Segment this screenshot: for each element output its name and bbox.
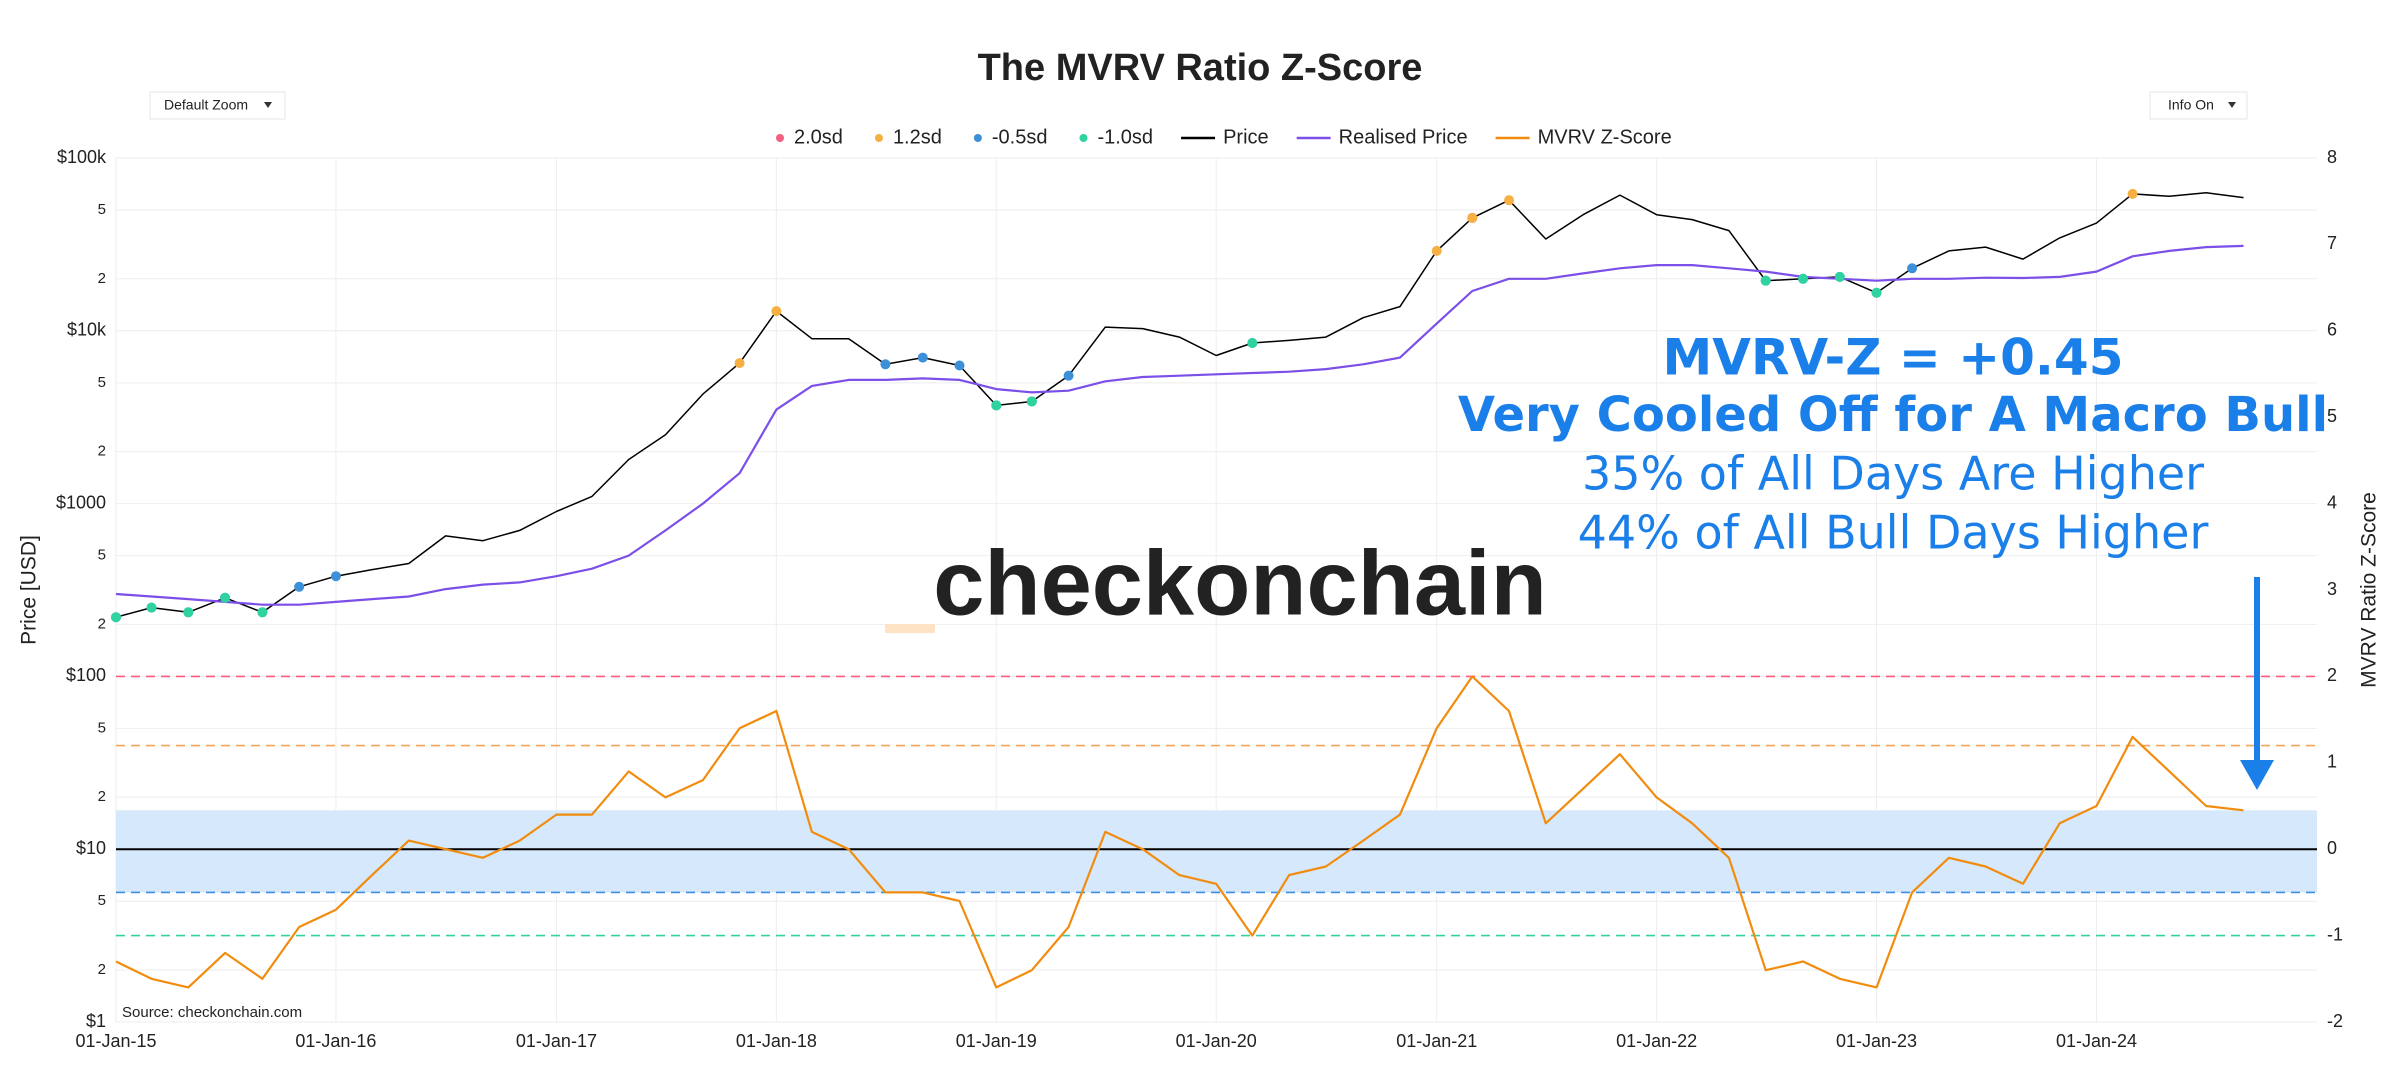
- legend-label: -0.5sd: [992, 126, 1048, 148]
- y-tick-label: 2: [98, 443, 106, 460]
- highlight-marker: [1026, 396, 1037, 407]
- x-tick-label: 01-Jan-21: [1396, 1031, 1477, 1051]
- highlight-marker: [1760, 275, 1771, 286]
- highlight-marker: [954, 360, 965, 371]
- legend-marker: [1079, 134, 1088, 142]
- y2-tick-label: -1: [2327, 924, 2343, 944]
- x-tick-label: 01-Jan-23: [1836, 1031, 1917, 1051]
- y2-tick-label: 4: [2327, 492, 2337, 512]
- y-tick-label: $100: [66, 665, 106, 685]
- highlight-marker: [1798, 273, 1809, 284]
- y2-tick-label: 6: [2327, 320, 2337, 340]
- y-tick-label: 5: [98, 547, 106, 564]
- annotation: Very Cooled Off for A Macro Bull: [1458, 387, 2328, 443]
- annotation: 44% of All Bull Days Higher: [1578, 506, 2209, 560]
- arrow-head: [2240, 760, 2274, 790]
- highlight-marker: [734, 358, 745, 369]
- y-tick-label: 2: [98, 270, 106, 287]
- highlight-marker: [1063, 370, 1074, 381]
- y-tick-label: 2: [98, 788, 106, 805]
- legend-label: Realised Price: [1339, 126, 1468, 148]
- zoom-button[interactable]: Default Zoom: [149, 91, 286, 120]
- plot-layer: [111, 188, 2244, 989]
- y2-tick-label: 0: [2327, 838, 2337, 858]
- y-tick-label: $1: [86, 1011, 106, 1031]
- chart-title: The MVRV Ratio Z-Score: [978, 47, 1423, 89]
- highlight-marker: [183, 607, 194, 618]
- watermark: checkonchain: [933, 532, 1547, 634]
- y-tick-label: 5: [98, 892, 106, 909]
- button-box[interactable]: [149, 91, 286, 120]
- info-button[interactable]: Info On: [2149, 91, 2248, 120]
- button-label[interactable]: Default Zoom: [164, 97, 248, 113]
- highlight-marker: [2127, 188, 2138, 199]
- highlight-marker: [1467, 212, 1478, 223]
- x-tick-label: 01-Jan-18: [736, 1031, 817, 1051]
- highlight-marker: [146, 602, 157, 613]
- highlight-marker: [880, 359, 891, 370]
- legend-label: 2.0sd: [794, 126, 843, 148]
- y-tick-label: $1000: [56, 492, 106, 512]
- y2-tick-label: -2: [2327, 1011, 2343, 1031]
- neutral-band: [116, 810, 2317, 893]
- x-tick-label: 01-Jan-15: [75, 1031, 156, 1051]
- highlight-marker: [330, 571, 341, 582]
- annotation: 35% of All Days Are Higher: [1582, 447, 2204, 501]
- highlight-marker: [1907, 263, 1918, 274]
- highlight-marker: [111, 612, 121, 623]
- y2-tick-label: 8: [2327, 147, 2337, 167]
- y-tick-label: 5: [98, 374, 106, 391]
- legend-label: -1.0sd: [1097, 126, 1153, 148]
- source-note: Source: checkonchain.com: [122, 1004, 302, 1021]
- highlight-marker: [917, 352, 928, 363]
- y-tick-label: 5: [98, 719, 106, 736]
- series-line: [115, 675, 2244, 989]
- y2-tick-label: 1: [2327, 752, 2337, 772]
- watermark-underscore: [885, 624, 935, 633]
- highlight-marker: [1871, 287, 1882, 298]
- legend-marker: [874, 134, 883, 142]
- highlight-marker: [1431, 245, 1442, 256]
- caret[interactable]: [2228, 102, 2236, 108]
- legend-label: MVRV Z-Score: [1538, 126, 1672, 148]
- y-tick-label: 2: [98, 961, 106, 978]
- x-tick-label: 01-Jan-16: [295, 1031, 376, 1051]
- x-tick-label: 01-Jan-24: [2056, 1031, 2137, 1051]
- highlight-marker: [220, 592, 231, 603]
- x-tick-label: 01-Jan-17: [516, 1031, 597, 1051]
- x-tick-label: 01-Jan-19: [956, 1031, 1037, 1051]
- highlight-marker: [1504, 195, 1515, 206]
- highlight-marker: [294, 581, 305, 592]
- x-tick-label: 01-Jan-20: [1176, 1031, 1257, 1051]
- legend-label: 1.2sd: [893, 126, 942, 148]
- legend-marker: [776, 134, 784, 142]
- caret[interactable]: [264, 102, 272, 108]
- legend-marker: [973, 134, 982, 142]
- y2-tick-label: 5: [2327, 406, 2337, 426]
- highlight-marker: [1247, 337, 1258, 348]
- y2-tick-label: 2: [2327, 665, 2337, 685]
- highlight-marker: [257, 607, 268, 618]
- y-tick-label: $10k: [67, 320, 107, 340]
- annotation: MVRV-Z = +0.45: [1663, 329, 2124, 387]
- y-tick-label: $100k: [57, 147, 107, 167]
- y-axis-title: Price [USD]: [18, 535, 41, 645]
- background-layer: 01-Jan-15 01-Jan-16 01-Jan-17 01-Jan-18 01-J…: [56, 147, 2343, 1051]
- button-label[interactable]: Info On: [2168, 97, 2214, 113]
- y2-tick-label: 7: [2327, 233, 2337, 253]
- y-tick-label: $10: [76, 838, 106, 858]
- legend: 2.0sd 1.2sd -0.5sd -1.0sd Price Realised Pric…: [776, 126, 1672, 148]
- y2-axis-title: MVRV Ratio Z-Score: [2358, 492, 2381, 688]
- y-tick-label: 5: [98, 201, 106, 218]
- highlight-marker: [771, 306, 782, 317]
- y-tick-label: 2: [98, 615, 106, 632]
- y2-tick-label: 3: [2327, 579, 2337, 599]
- series-line: [115, 244, 2244, 606]
- highlight-marker: [1834, 271, 1845, 282]
- highlight-marker: [991, 400, 1002, 411]
- series-line: [115, 191, 2244, 618]
- x-tick-label: 01-Jan-22: [1616, 1031, 1697, 1051]
- legend-label: Price: [1223, 126, 1269, 148]
